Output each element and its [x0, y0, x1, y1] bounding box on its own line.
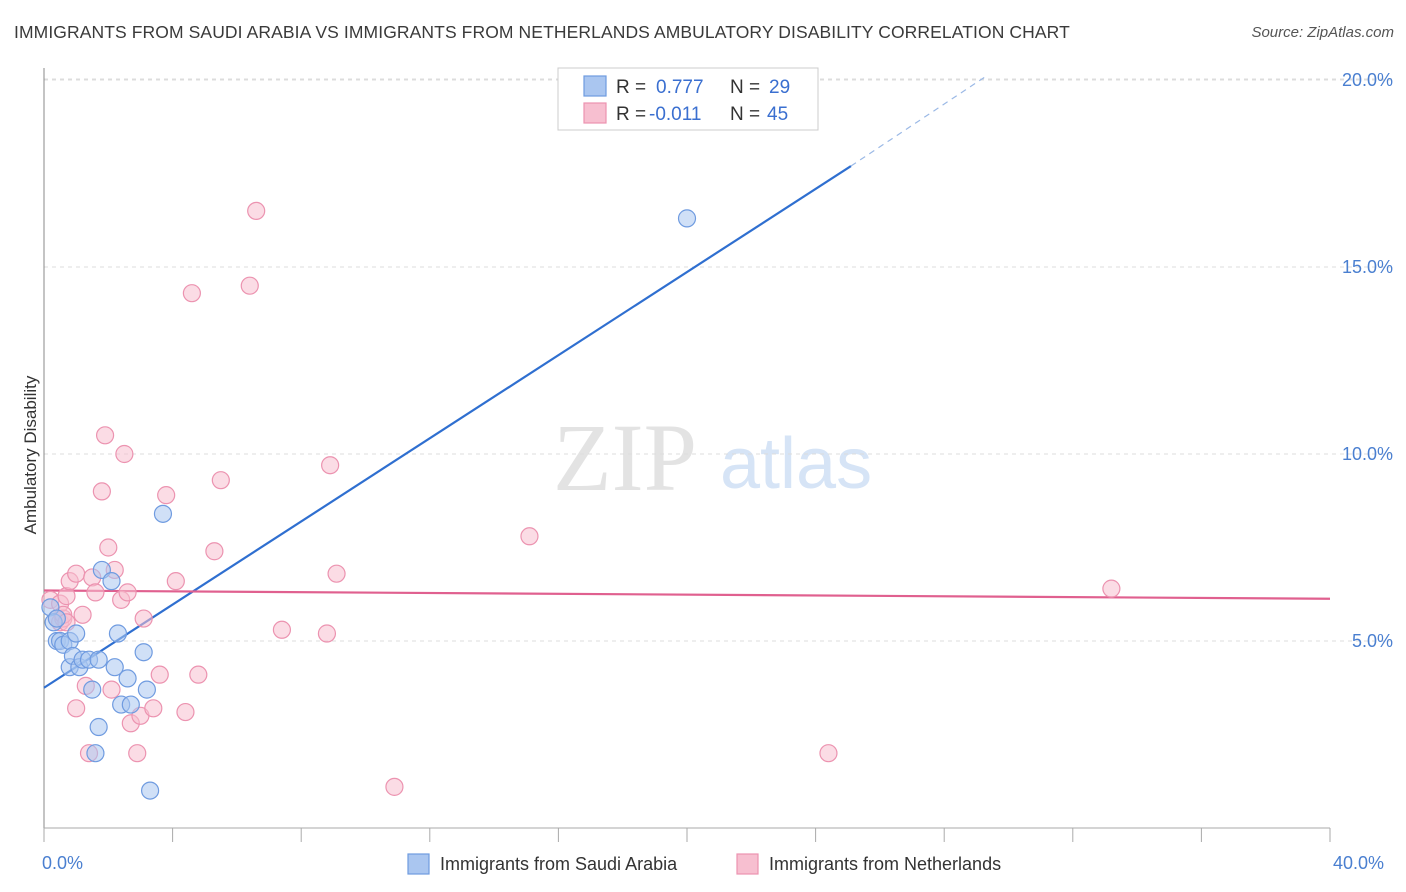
legend-r-label-2: R = — [616, 104, 646, 125]
netherlands-point-23 — [118, 583, 137, 602]
netherlands-point-28 — [144, 699, 163, 718]
bottom-legend-label-saudi-arabia: Immigrants from Saudi Arabia — [440, 854, 678, 874]
watermark-zip: ZIP — [553, 404, 697, 511]
x-ticks — [43, 828, 1331, 842]
y-axis-label: Ambulatory Disability — [21, 375, 40, 534]
legend-n-value-1: 29 — [769, 77, 790, 98]
trend-lines — [43, 75, 1331, 689]
saudi-arabia-point-14 — [86, 744, 105, 763]
netherlands-point-19 — [102, 680, 121, 699]
bottom-legend-swatch-netherlands — [736, 853, 759, 875]
saudi-arabia-point-27 — [153, 504, 173, 523]
netherlands-point-16 — [92, 482, 111, 501]
legend-n-label-2: N = — [730, 104, 760, 125]
y-tick-label-5: 5.0% — [1352, 631, 1393, 651]
trend-line-netherlands — [43, 589, 1331, 600]
netherlands-point-27 — [134, 609, 153, 628]
netherlands-point-42 — [327, 564, 346, 583]
netherlands-point-44 — [520, 527, 539, 546]
legend-swatch-netherlands — [583, 102, 607, 124]
netherlands-point-25 — [128, 744, 147, 763]
netherlands-point-17 — [95, 426, 115, 445]
y-tick-label-10: 10.0% — [1342, 444, 1393, 464]
netherlands-point-39 — [272, 620, 292, 639]
y-tick-labels: 5.0% 10.0% 15.0% 20.0% — [1342, 70, 1393, 651]
trend-line-saudi-arabia — [43, 165, 852, 689]
netherlands-point-11 — [73, 605, 92, 624]
netherlands-point-41 — [321, 456, 340, 475]
trend-line-saudi-arabia-extension — [850, 75, 987, 167]
series-saudi-arabia-points — [41, 209, 697, 800]
legend-swatch-saudi-arabia — [583, 75, 607, 97]
watermark-atlas: atlas — [720, 424, 872, 504]
bottom-legend-swatch-saudi-arabia — [407, 853, 430, 875]
chart-title: IMMIGRANTS FROM SAUDI ARABIA VS IMMIGRAN… — [14, 22, 1070, 42]
legend-r-value-1: 0.777 — [656, 77, 704, 98]
x-tick-label-min: 0.0% — [42, 853, 83, 873]
series-netherlands-points — [41, 201, 1121, 796]
netherlands-point-31 — [166, 572, 185, 591]
legend-r-label-1: R = — [616, 77, 646, 98]
saudi-arabia-point-9 — [67, 624, 86, 643]
netherlands-point-40 — [317, 624, 337, 643]
x-tick-label-max: 40.0% — [1333, 853, 1384, 873]
saudi-arabia-point-15 — [89, 650, 108, 669]
netherlands-point-32 — [176, 702, 195, 722]
netherlands-point-29 — [150, 665, 169, 684]
saudi-arabia-point-26 — [140, 781, 160, 800]
netherlands-point-46 — [1102, 579, 1121, 598]
legend-n-value-2: 45 — [767, 104, 788, 125]
bottom-legend: Immigrants from Saudi Arabia Immigrants … — [407, 853, 1001, 875]
netherlands-point-45 — [819, 744, 838, 763]
netherlands-point-9 — [67, 564, 86, 583]
netherlands-point-36 — [205, 542, 224, 561]
y-tick-label-20: 20.0% — [1342, 70, 1393, 90]
y-tick-label-15: 15.0% — [1342, 257, 1393, 277]
legend-box: R = 0.777 N = 29 R = -0.011 N = 45 — [557, 67, 819, 131]
saudi-arabia-point-22 — [118, 669, 137, 688]
saudi-arabia-point-25 — [137, 680, 156, 699]
netherlands-point-38 — [247, 201, 266, 220]
saudi-arabia-point-28 — [677, 209, 697, 228]
netherlands-point-15 — [86, 583, 105, 602]
netherlands-point-6 — [57, 587, 76, 606]
netherlands-point-30 — [157, 486, 176, 505]
saudi-arabia-point-19 — [105, 658, 124, 677]
saudi-arabia-point-13 — [83, 680, 102, 699]
source-credit: Source: ZipAtlas.com — [1251, 24, 1394, 41]
saudi-arabia-point-16 — [89, 717, 108, 737]
netherlands-point-22 — [115, 444, 134, 464]
bottom-legend-label-netherlands: Immigrants from Netherlands — [769, 854, 1001, 874]
saudi-arabia-point-20 — [108, 624, 128, 643]
netherlands-point-37 — [240, 276, 259, 295]
netherlands-point-10 — [67, 699, 86, 718]
saudi-arabia-point-18 — [102, 572, 121, 591]
netherlands-point-34 — [189, 665, 208, 684]
legend-n-label-1: N = — [730, 77, 760, 98]
saudi-arabia-point-2 — [47, 609, 66, 628]
netherlands-point-18 — [99, 538, 118, 557]
saudi-arabia-point-24 — [134, 643, 153, 662]
legend-r-value-2: -0.011 — [649, 104, 701, 125]
netherlands-point-43 — [385, 777, 404, 796]
netherlands-point-35 — [211, 471, 230, 490]
netherlands-point-33 — [182, 284, 201, 303]
saudi-arabia-point-23 — [121, 695, 140, 714]
